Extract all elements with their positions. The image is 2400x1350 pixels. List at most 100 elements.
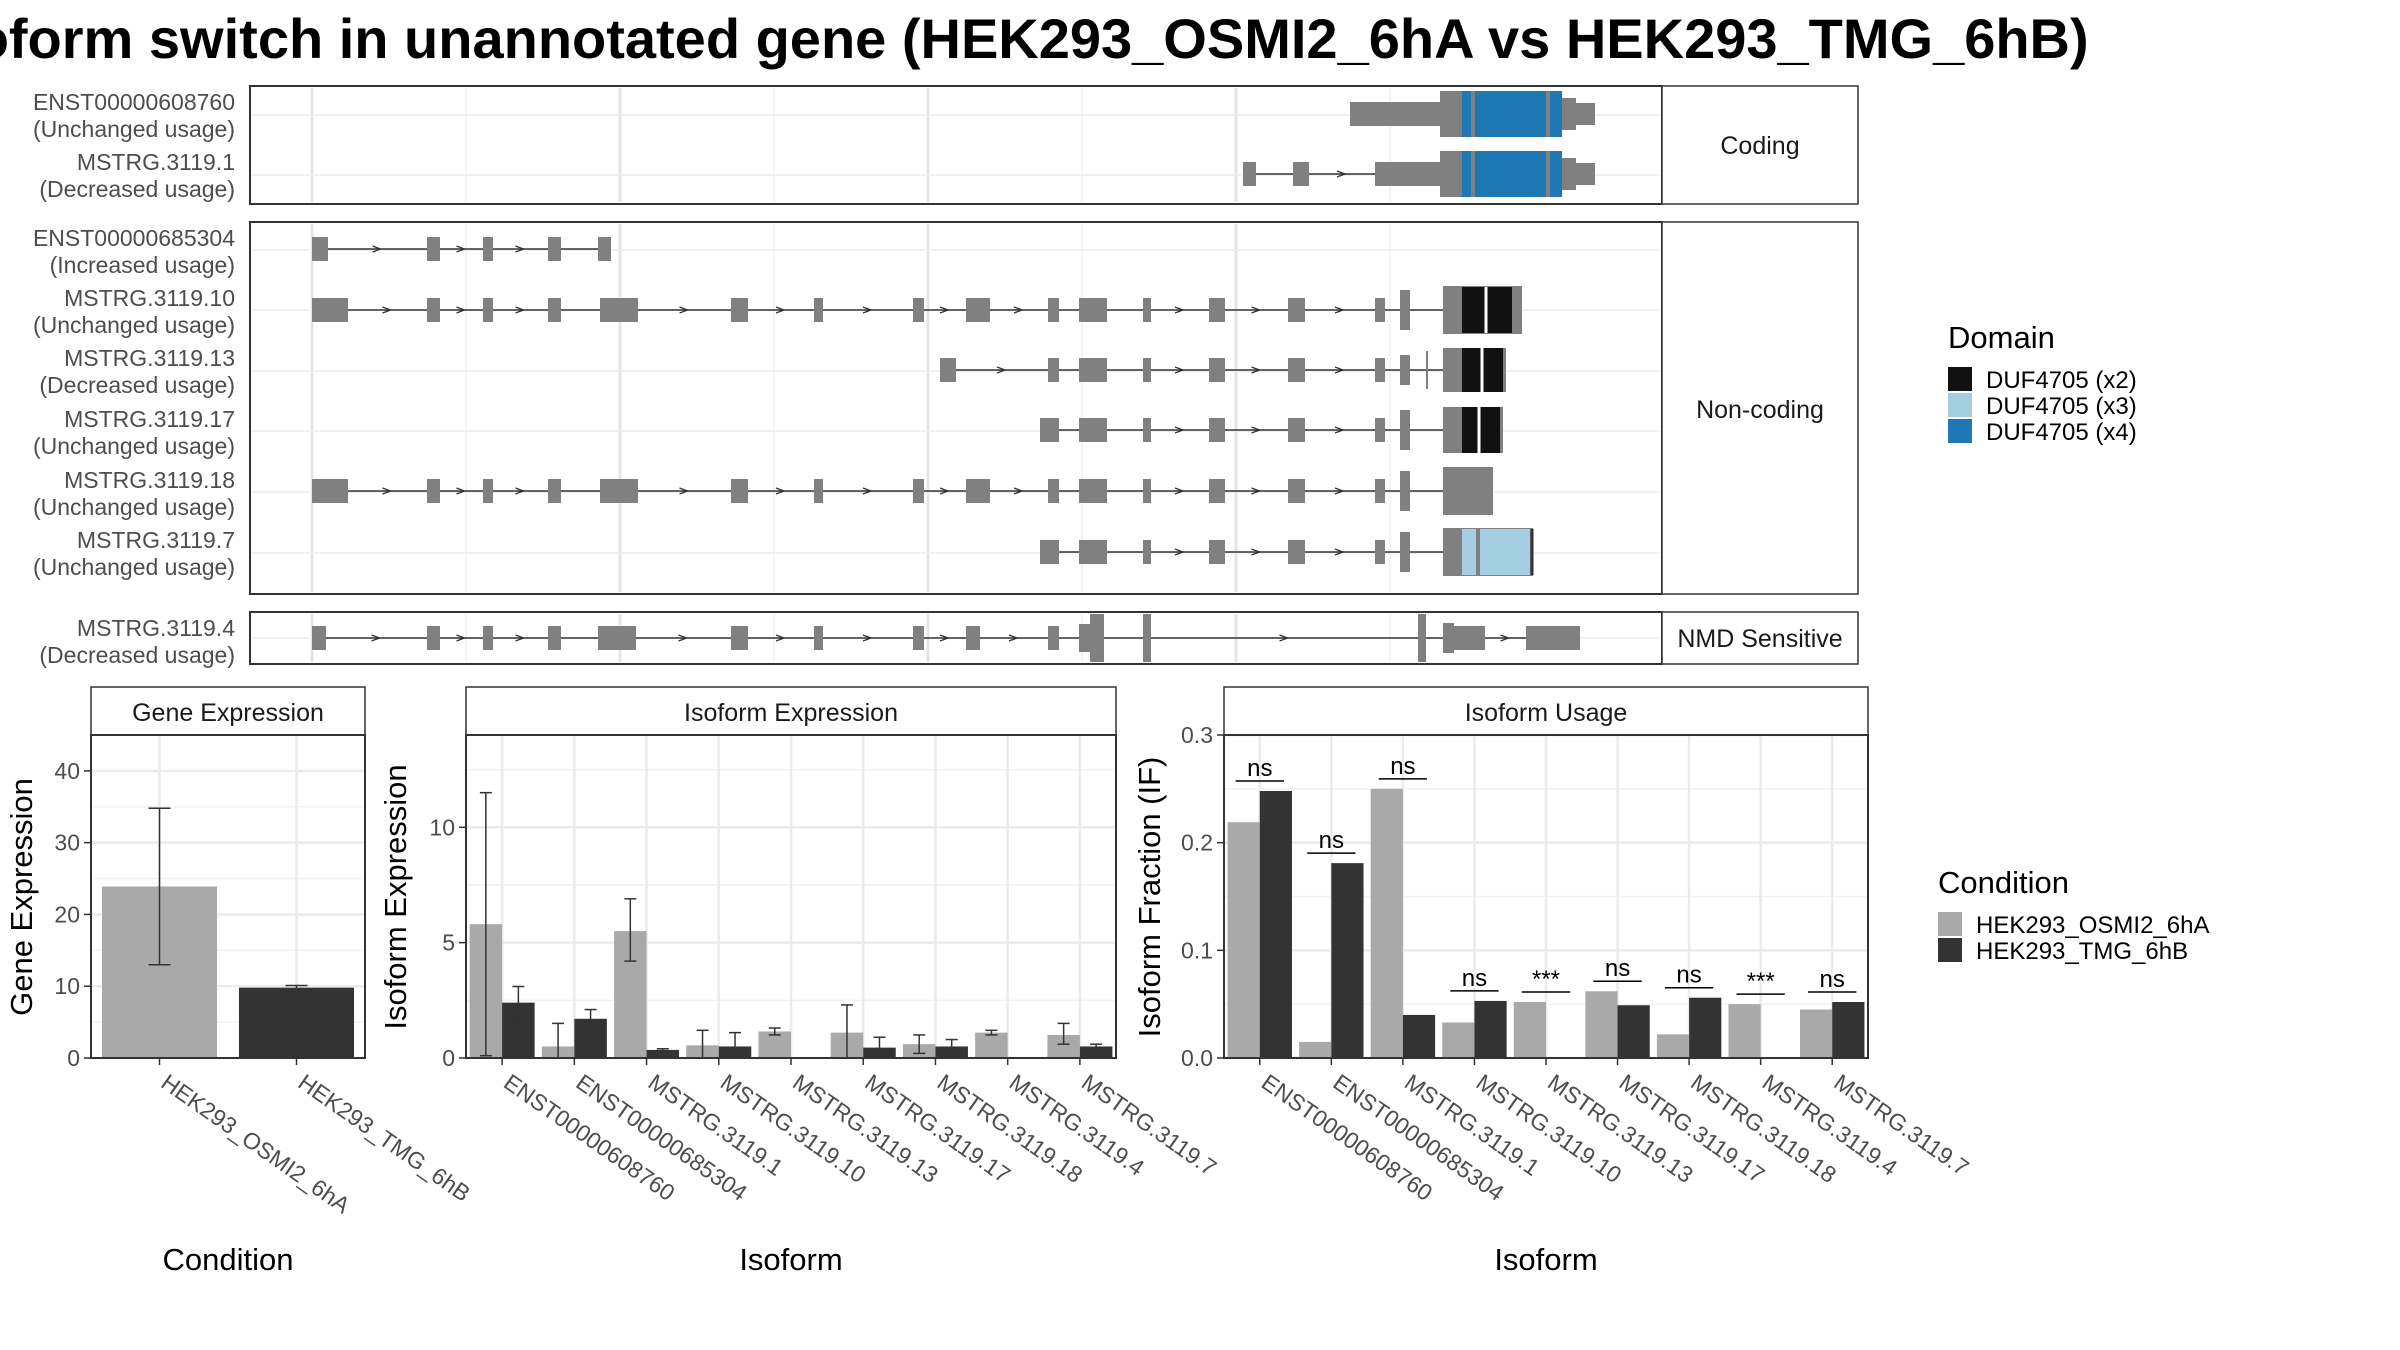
y-tick-label: 5 bbox=[442, 930, 455, 956]
y-tick-label: 0.0 bbox=[1181, 1045, 1213, 1071]
transcript-track bbox=[1243, 151, 1595, 197]
direction-arrow bbox=[678, 634, 689, 642]
isoform-id-label: MSTRG.3119.13 bbox=[64, 345, 235, 371]
x-axis-title: Isoform bbox=[739, 1242, 842, 1277]
direction-arrow bbox=[1251, 306, 1262, 314]
significance-label: ns bbox=[1820, 966, 1845, 993]
bar bbox=[1227, 822, 1260, 1058]
isoform-id-label: MSTRG.3119.17 bbox=[64, 406, 235, 432]
exon bbox=[1454, 626, 1485, 650]
exon bbox=[1288, 298, 1305, 322]
exon bbox=[1209, 418, 1225, 442]
exon bbox=[966, 479, 990, 503]
x-axis-title: Condition bbox=[163, 1242, 294, 1277]
exon bbox=[1440, 91, 1464, 137]
exon bbox=[598, 237, 611, 261]
direction-arrow bbox=[1174, 306, 1185, 314]
exon bbox=[1375, 298, 1385, 322]
direction-arrow bbox=[382, 306, 393, 314]
direction-arrow bbox=[382, 487, 393, 495]
direction-arrow bbox=[1334, 487, 1345, 495]
isoform-usage-label: (Unchanged usage) bbox=[33, 116, 235, 142]
direction-arrow bbox=[1251, 487, 1262, 495]
transcript-tracks bbox=[312, 91, 1595, 662]
transcript-track bbox=[1040, 407, 1503, 453]
direction-arrow bbox=[372, 245, 383, 253]
bar bbox=[238, 987, 355, 1058]
bar bbox=[1442, 1022, 1475, 1058]
y-tick-label: 0 bbox=[442, 1045, 455, 1071]
exon bbox=[731, 479, 748, 503]
exon bbox=[1209, 358, 1225, 382]
isoform-usage-label: (Increased usage) bbox=[50, 252, 235, 278]
bar bbox=[1728, 1004, 1761, 1058]
panel-title: Isoform Usage bbox=[1465, 699, 1628, 727]
exon bbox=[1288, 479, 1305, 503]
exon bbox=[1576, 103, 1595, 125]
direction-arrow bbox=[862, 306, 873, 314]
bar bbox=[1689, 997, 1722, 1058]
direction-arrow bbox=[456, 487, 467, 495]
legend-swatch bbox=[1938, 938, 1962, 962]
nmd-strip bbox=[1661, 611, 1859, 665]
exon bbox=[1443, 467, 1493, 515]
significance-label: *** bbox=[1747, 968, 1775, 995]
exon bbox=[913, 626, 924, 650]
exon bbox=[1375, 162, 1440, 186]
exon bbox=[814, 626, 823, 650]
exon bbox=[600, 298, 638, 322]
direction-arrow bbox=[1174, 487, 1185, 495]
isoform-usage-chart: Isoform Usage ns ns ns ns *** ns ns *** ns 0.0 0.… bbox=[1132, 686, 1974, 1277]
isoform-usage-label: (Decreased usage) bbox=[39, 642, 235, 668]
direction-arrow bbox=[515, 245, 526, 253]
exon bbox=[1350, 102, 1440, 126]
legend-swatch bbox=[1948, 367, 1972, 391]
exon bbox=[1079, 418, 1107, 442]
domain-block bbox=[1462, 91, 1562, 137]
transcript-structure-panel: Coding Non-coding NMD Sensitive ENST0000… bbox=[33, 85, 1859, 668]
x-axis-title: Isoform bbox=[1494, 1242, 1597, 1277]
exon bbox=[1143, 540, 1151, 564]
bar bbox=[1402, 1014, 1436, 1058]
transcript-track bbox=[312, 467, 1493, 515]
domain-block bbox=[1462, 151, 1562, 197]
direction-arrow bbox=[515, 634, 526, 642]
legend-label: HEK293_OSMI2_6hA bbox=[1976, 912, 2209, 939]
exon bbox=[814, 479, 823, 503]
significance-label: ns bbox=[1390, 753, 1415, 780]
transcript-track bbox=[940, 348, 1506, 392]
bar bbox=[1585, 991, 1618, 1058]
bar bbox=[1617, 1005, 1650, 1058]
bar bbox=[1299, 1041, 1332, 1058]
exon bbox=[1209, 479, 1225, 503]
bar bbox=[1513, 1002, 1546, 1058]
exon bbox=[1375, 479, 1385, 503]
exon bbox=[1040, 540, 1059, 564]
domain-block bbox=[1462, 529, 1530, 575]
isoform-id-label: MSTRG.3119.18 bbox=[64, 467, 235, 493]
direction-arrow bbox=[939, 634, 950, 642]
direction-arrow bbox=[456, 245, 467, 253]
panel-title: Gene Expression bbox=[132, 699, 324, 727]
exon bbox=[1443, 623, 1454, 653]
y-tick-label: 10 bbox=[429, 814, 455, 840]
exon bbox=[483, 626, 493, 650]
isoform-id-label: MSTRG.3119.7 bbox=[77, 527, 235, 553]
direction-arrow bbox=[862, 487, 873, 495]
exon bbox=[1375, 418, 1385, 442]
axis-ticks: 0.00.10.20.3ENST00000608760ENST000006853… bbox=[1181, 722, 1974, 1206]
direction-arrow bbox=[775, 306, 786, 314]
direction-arrow bbox=[456, 634, 467, 642]
direction-arrow bbox=[1174, 426, 1185, 434]
exon bbox=[1418, 614, 1426, 662]
domain-legend-title: Domain bbox=[1948, 320, 2055, 355]
significance-label: ns bbox=[1676, 962, 1701, 989]
bar bbox=[975, 1032, 1008, 1058]
exon bbox=[1243, 162, 1256, 186]
exon bbox=[1426, 351, 1428, 389]
exon bbox=[1576, 163, 1595, 185]
exon bbox=[814, 298, 823, 322]
y-tick-label: 0.3 bbox=[1181, 722, 1213, 748]
exon bbox=[312, 237, 328, 261]
